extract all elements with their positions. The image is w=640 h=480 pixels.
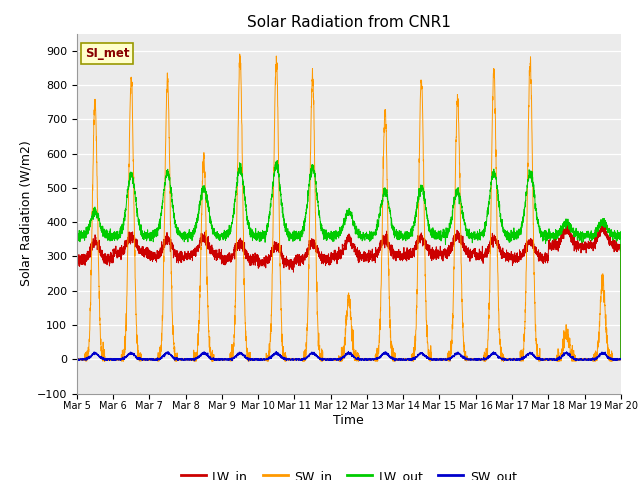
SW_out — [329, 357, 337, 363]
SW_out — [616, 357, 624, 363]
LW_in — [328, 251, 336, 256]
SW_out — [617, 357, 625, 362]
SW_in — [471, 357, 479, 363]
SW_in — [171, 344, 179, 350]
SW_out — [244, 358, 252, 364]
SW_in — [616, 357, 624, 363]
LW_out — [616, 232, 624, 238]
LW_in — [617, 357, 625, 362]
LW_in — [171, 247, 179, 253]
LW_out — [441, 233, 449, 239]
SW_in — [617, 357, 625, 362]
Y-axis label: Solar Radiation (W/m2): Solar Radiation (W/m2) — [20, 141, 33, 287]
SW_out — [73, 357, 81, 363]
LW_in — [440, 249, 448, 255]
Line: LW_out: LW_out — [77, 160, 621, 360]
SW_out — [502, 357, 509, 362]
LW_out — [171, 216, 179, 221]
Title: Solar Radiation from CNR1: Solar Radiation from CNR1 — [247, 15, 451, 30]
Line: SW_in: SW_in — [77, 54, 621, 361]
SW_in — [73, 356, 81, 361]
SW_out — [171, 355, 179, 360]
Line: LW_in: LW_in — [77, 224, 621, 360]
Legend: LW_in, SW_in, LW_out, SW_out: LW_in, SW_in, LW_out, SW_out — [176, 465, 522, 480]
LW_out — [273, 157, 281, 163]
X-axis label: Time: Time — [333, 414, 364, 427]
SW_out — [273, 348, 280, 354]
LW_out — [73, 236, 81, 242]
LW_in — [502, 251, 509, 256]
SW_in — [502, 356, 509, 361]
LW_out — [471, 234, 479, 240]
Line: SW_out: SW_out — [77, 351, 621, 361]
LW_out — [617, 357, 625, 362]
LW_in — [73, 257, 81, 263]
SW_out — [441, 357, 449, 363]
LW_out — [329, 232, 337, 238]
SW_out — [471, 356, 479, 362]
SW_in — [82, 358, 90, 364]
LW_out — [502, 228, 509, 233]
SW_in — [329, 357, 337, 362]
LW_in — [471, 252, 479, 258]
Text: SI_met: SI_met — [85, 47, 129, 60]
SW_in — [441, 356, 449, 361]
SW_in — [236, 51, 243, 57]
LW_in — [598, 221, 605, 227]
LW_in — [616, 246, 624, 252]
